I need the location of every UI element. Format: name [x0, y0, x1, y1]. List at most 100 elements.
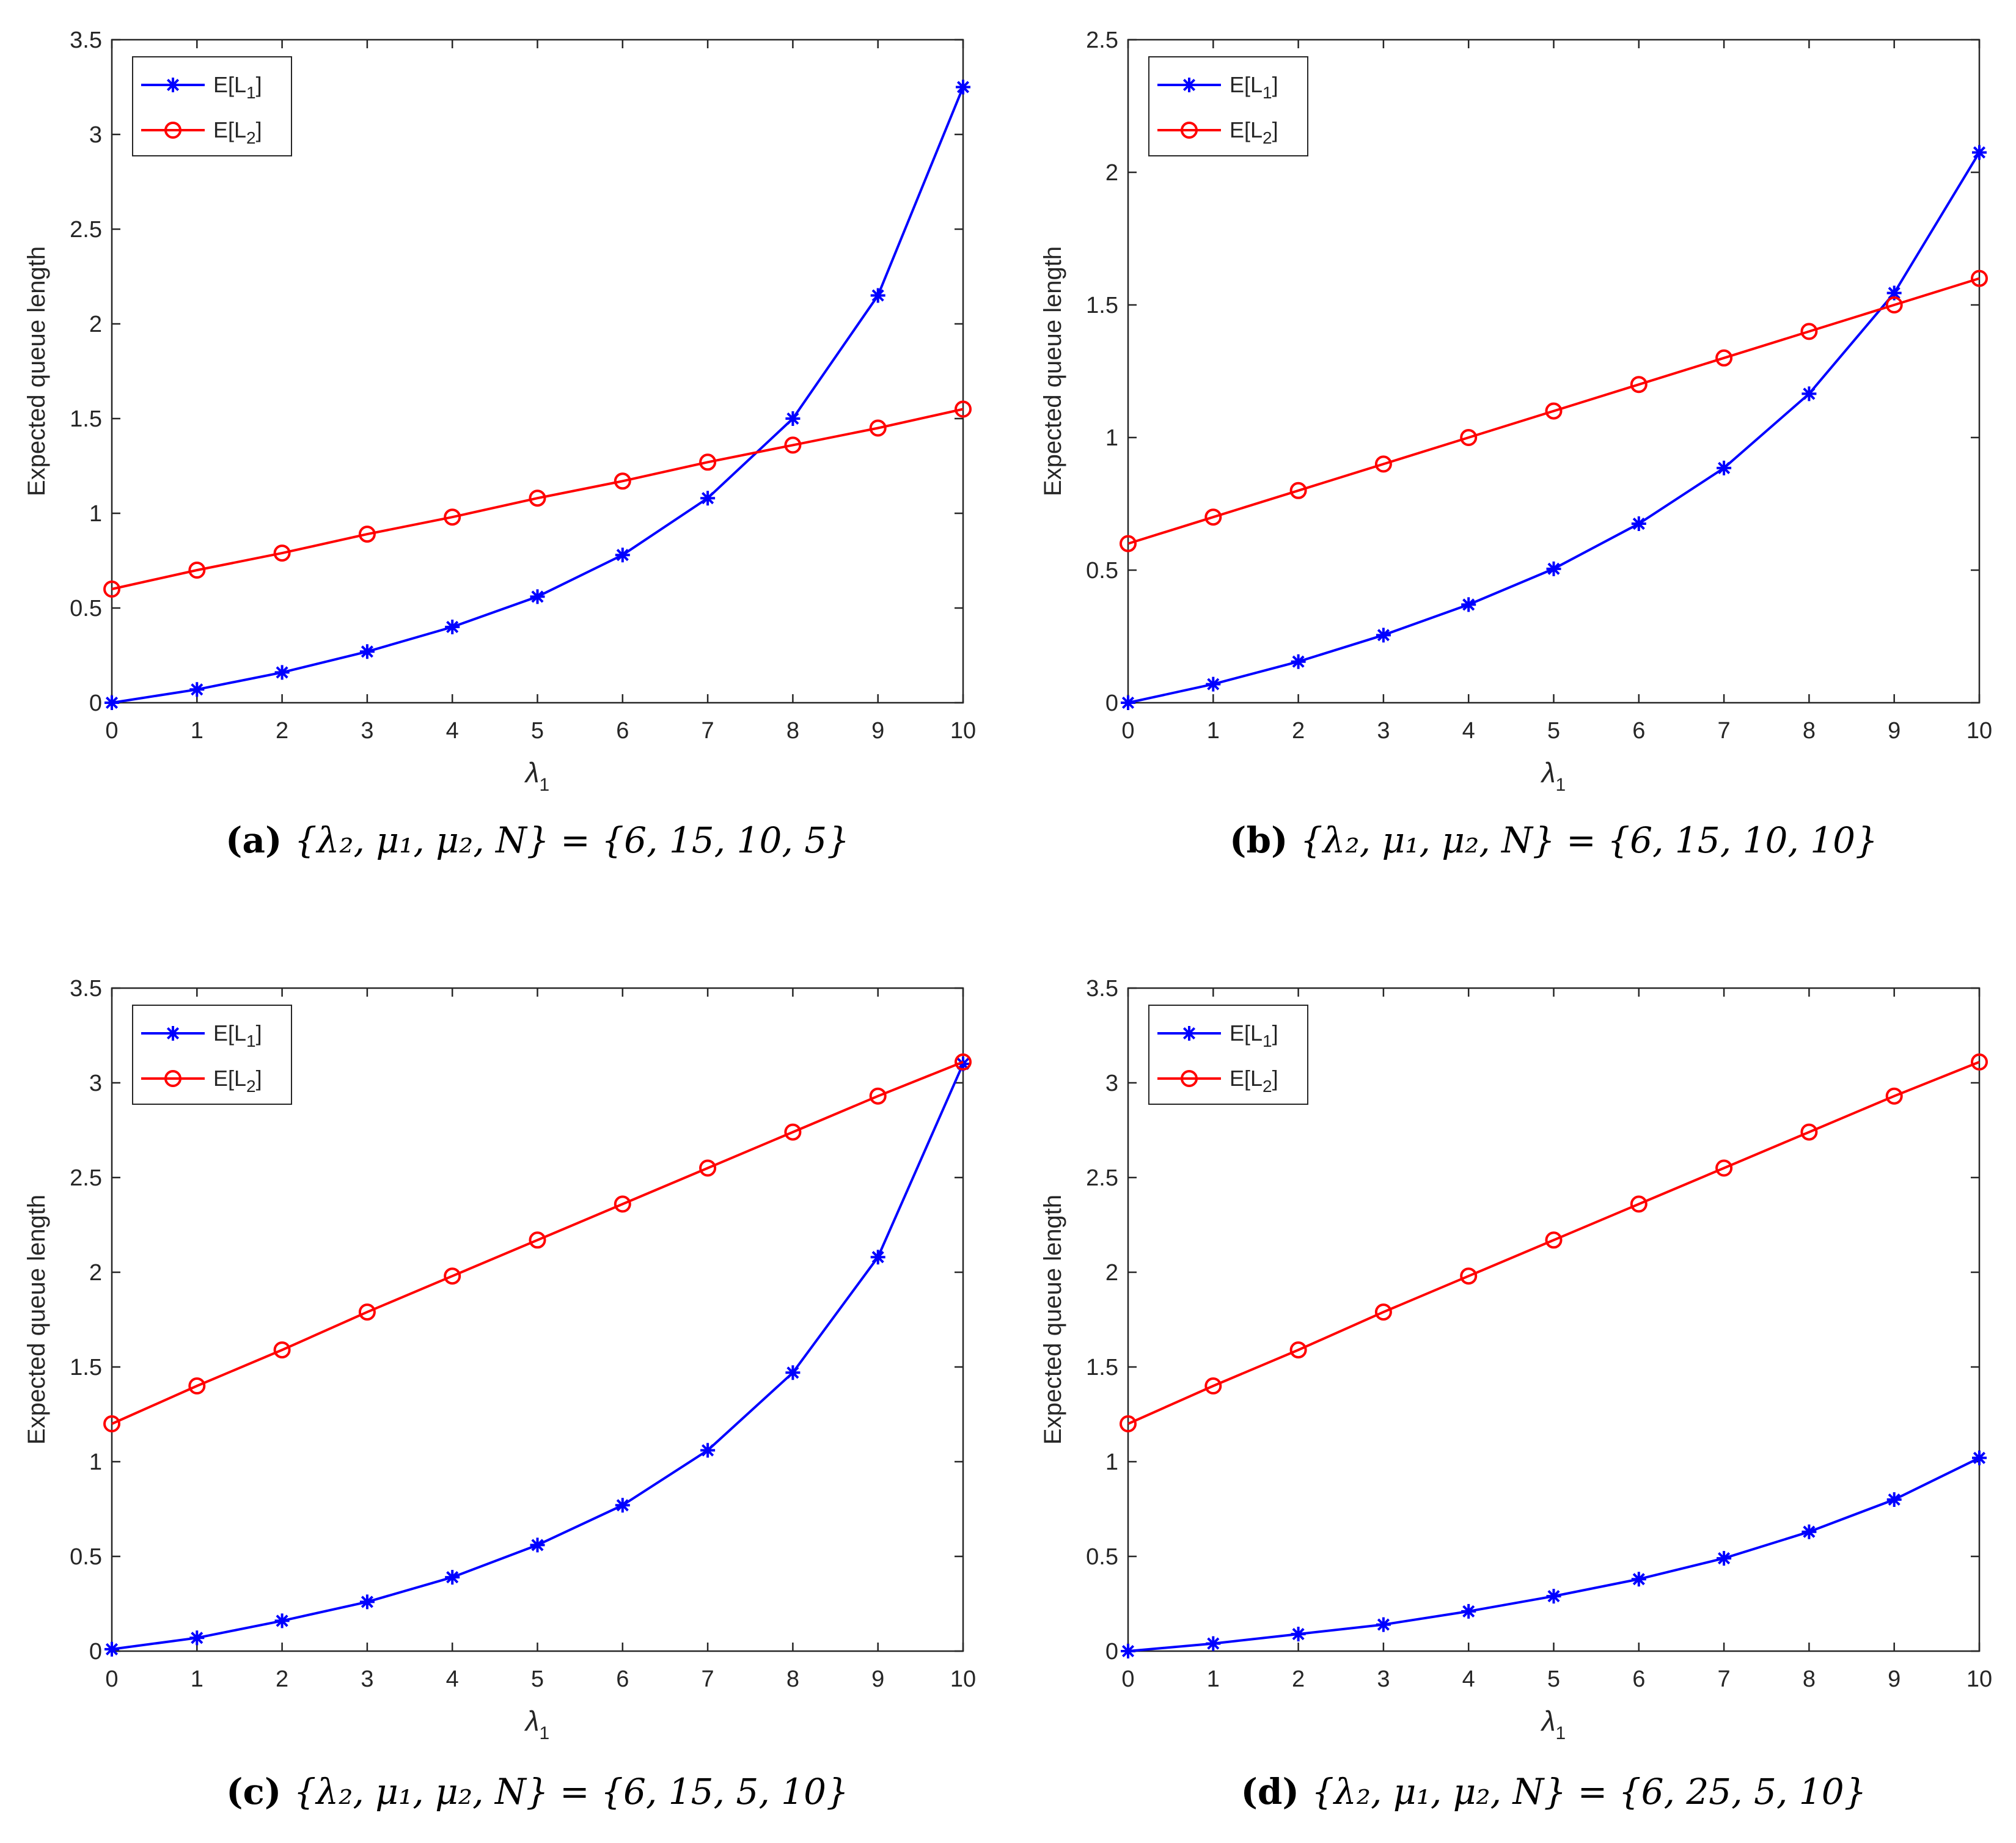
y-tick-label: 3.5 — [1086, 976, 1118, 1002]
series-line — [111, 408, 964, 590]
data-point — [444, 1267, 461, 1285]
data-point — [1461, 1603, 1476, 1619]
series-line — [1127, 277, 1980, 545]
legend-label: E[L1] — [213, 1020, 262, 1050]
legend-label: E[L1] — [1230, 72, 1278, 102]
legend: E[L1] E[L2] — [1148, 56, 1308, 156]
data-point — [1121, 1644, 1135, 1658]
data-point — [700, 1443, 716, 1458]
data-point — [274, 665, 290, 680]
data-point — [785, 411, 801, 426]
data-point — [785, 1365, 801, 1380]
data-point — [1461, 597, 1476, 612]
data-point — [445, 1570, 460, 1585]
data-point — [358, 526, 376, 543]
data-point — [1545, 1231, 1563, 1249]
x-tick-label: 4 — [1462, 718, 1475, 744]
y-tick-label: 3.5 — [70, 27, 102, 53]
data-point — [699, 453, 717, 471]
caption-d: (d) {λ₂, μ₁, μ₂, N} = {6, 25, 5, 10} — [1241, 1771, 1866, 1812]
x-tick-label: 3 — [361, 1666, 373, 1692]
data-point — [1715, 349, 1733, 367]
series-2 — [103, 400, 972, 598]
y-axis-label: Expected queue length — [1039, 246, 1066, 496]
data-point — [1885, 1087, 1903, 1105]
series-2 — [103, 1053, 972, 1432]
data-point — [1545, 402, 1563, 420]
x-tick-label: 3 — [1377, 1666, 1390, 1692]
x-tick-label: 10 — [950, 1666, 976, 1692]
y-tick-label: 3 — [89, 1071, 102, 1096]
legend-label: E[L1] — [213, 72, 262, 102]
x-tick-label: 2 — [1292, 1666, 1305, 1692]
data-point — [1289, 1341, 1307, 1359]
data-point — [1972, 1450, 1987, 1465]
data-point — [529, 489, 546, 507]
chart-panel-a: 0 1 2 3 4 5 6 7 8 9 10 0 0.5 1 1.5 2 2.5 3 3.5 λ1 Expected q… — [23, 27, 976, 861]
data-point — [274, 1613, 290, 1629]
legend-label: E[L2] — [1230, 117, 1278, 147]
data-point — [870, 1250, 885, 1265]
y-tick-label: 2 — [1105, 1260, 1118, 1286]
series-line — [1127, 1061, 1980, 1425]
data-point — [1460, 1267, 1478, 1285]
legend-box — [1148, 1005, 1308, 1105]
caption-a: (a) {λ₂, μ₁, μ₂, N} = {6, 15, 10, 5} — [225, 819, 849, 861]
data-point — [1374, 1303, 1392, 1321]
series-1 — [1121, 1450, 1987, 1658]
x-tick-label: 6 — [1632, 1666, 1645, 1692]
x-tick-label: 4 — [446, 1666, 459, 1692]
y-tick-label: 3.5 — [70, 976, 102, 1002]
y-tick-label: 0.5 — [70, 1544, 102, 1570]
data-point — [1885, 296, 1903, 313]
data-point — [1630, 376, 1648, 394]
data-point — [358, 1303, 376, 1321]
x-tick-label: 0 — [105, 718, 118, 744]
legend-box — [132, 56, 292, 156]
data-point — [530, 589, 545, 604]
series-1 — [104, 1057, 970, 1657]
x-tick-label: 9 — [1888, 718, 1901, 744]
y-tick-label: 2 — [89, 1260, 102, 1286]
x-tick-label: 9 — [1888, 1666, 1901, 1692]
data-point — [869, 1087, 887, 1105]
data-point — [1630, 1195, 1648, 1213]
x-tick-label: 3 — [1377, 718, 1390, 744]
series-line — [111, 1061, 964, 1425]
y-tick-label: 1 — [1105, 1449, 1118, 1475]
x-tick-label: 10 — [1967, 718, 1992, 744]
x-tick-label: 3 — [361, 718, 373, 744]
data-point — [103, 1415, 120, 1432]
data-point — [1971, 1053, 1988, 1071]
y-tick-label: 1 — [89, 501, 102, 527]
data-point — [104, 695, 119, 710]
y-tick-label: 0 — [89, 691, 102, 716]
x-tick-label: 0 — [105, 1666, 118, 1692]
data-point — [1631, 1572, 1646, 1587]
x-tick-label: 10 — [950, 718, 976, 744]
y-tick-label: 2 — [1105, 160, 1118, 186]
y-tick-label: 2.5 — [1086, 27, 1118, 53]
data-point — [445, 620, 460, 634]
x-axis-label: λ1 — [524, 1705, 549, 1743]
y-tick-label: 2.5 — [70, 1165, 102, 1191]
y-tick-label: 3 — [89, 122, 102, 148]
y-tick-label: 1.5 — [1086, 293, 1118, 318]
x-tick-label: 7 — [1718, 1666, 1731, 1692]
data-point — [1291, 1627, 1306, 1642]
x-tick-label: 8 — [786, 718, 799, 744]
x-tick-label: 5 — [1547, 718, 1560, 744]
y-tick-label: 1.5 — [1086, 1355, 1118, 1380]
y-tick-label: 2.5 — [70, 217, 102, 243]
x-tick-label: 4 — [446, 718, 459, 744]
data-point — [1289, 482, 1307, 499]
data-point — [359, 1594, 375, 1610]
data-point — [1291, 654, 1306, 669]
data-point — [956, 1057, 970, 1071]
data-point — [615, 548, 630, 563]
data-point — [1376, 1617, 1391, 1632]
data-point — [273, 1341, 291, 1359]
legend-marker — [166, 1026, 180, 1041]
x-tick-label: 8 — [786, 1666, 799, 1692]
